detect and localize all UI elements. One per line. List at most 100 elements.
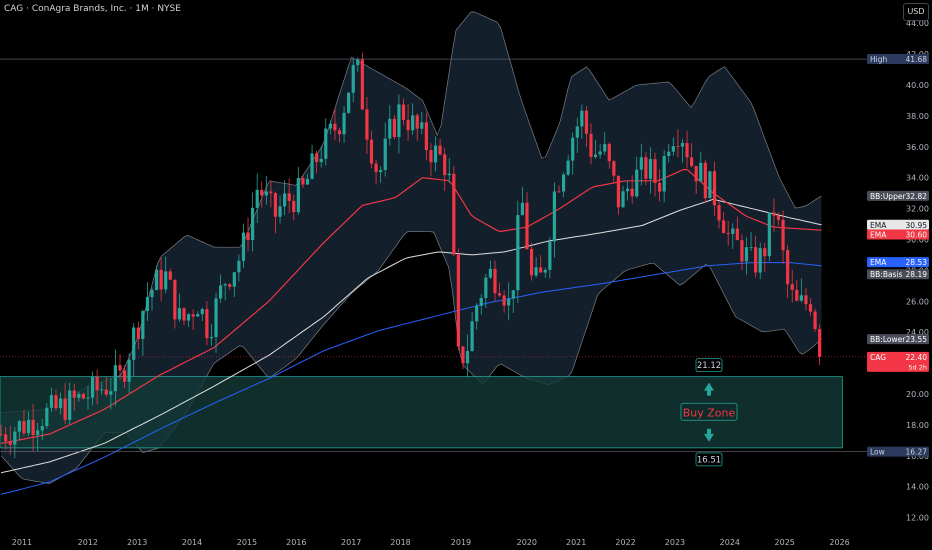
candle-body — [40, 426, 44, 431]
candle-body — [392, 118, 396, 138]
candle-body — [122, 370, 127, 382]
candle-body — [497, 293, 502, 296]
arrow-down-icon — [704, 428, 714, 442]
x-tick-label: 2019 — [451, 538, 471, 547]
buy-zone-top-box — [695, 358, 723, 373]
y-tick-label: 30.00 — [906, 235, 929, 244]
candle-body — [511, 290, 515, 299]
candle-body — [95, 376, 99, 391]
x-tick-label: 2021 — [566, 538, 586, 547]
candle-body — [328, 123, 332, 129]
candle-body — [383, 138, 387, 171]
price-labels: High 41.68 BB:Upper 32.82 EMA 30.95 EMA 30.60 EM… — [867, 54, 929, 457]
candle-body — [475, 305, 479, 322]
candle-body — [388, 118, 392, 139]
candle-body — [337, 130, 342, 135]
candle-body — [360, 59, 364, 110]
candle-body — [411, 115, 415, 131]
candle-body — [150, 289, 154, 298]
candle-body — [177, 308, 182, 320]
price-label-value: 30.60 — [906, 231, 928, 240]
x-tick-label: 2025 — [775, 538, 795, 547]
candle-body — [196, 314, 200, 317]
candle-body — [438, 145, 442, 155]
candle-body — [690, 157, 694, 166]
candle-body — [589, 133, 593, 158]
y-tick-label: 34.00 — [906, 174, 929, 183]
candle-body — [424, 122, 428, 151]
candle-body — [667, 151, 671, 156]
candle-body — [529, 248, 534, 276]
candle-body — [415, 115, 419, 129]
buy-zone: Buy Zone 21.12 16.51 — [0, 358, 843, 467]
candle-body — [182, 308, 186, 321]
candle-body — [310, 153, 314, 179]
candle-body — [584, 110, 589, 134]
candle-body — [708, 171, 712, 199]
candle-body — [109, 391, 113, 395]
candle-body — [808, 304, 813, 312]
candle-body — [433, 145, 438, 163]
candle-body — [648, 159, 653, 179]
candle-body — [671, 146, 675, 152]
candle-body — [397, 104, 401, 138]
price-label-box — [867, 219, 929, 230]
candle-body — [616, 175, 621, 208]
candle-body — [429, 150, 433, 163]
candle-body — [781, 219, 785, 251]
x-tick-label: 2026 — [829, 538, 849, 547]
ema-fast-line — [0, 168, 822, 444]
candle-body — [315, 153, 319, 163]
candle-body — [283, 193, 287, 207]
candle-body — [63, 398, 67, 420]
candle-body — [452, 173, 456, 255]
price-label-value: 32.82 — [906, 192, 928, 201]
arrow-up-icon — [704, 382, 714, 396]
candle-body — [374, 163, 378, 173]
candle-body — [154, 269, 159, 290]
candle-body — [502, 295, 506, 306]
x-tick-label: 2016 — [286, 538, 306, 547]
candle-body — [205, 309, 209, 339]
candle-body — [8, 440, 12, 445]
y-tick-label: 20.00 — [906, 390, 929, 399]
candle-body — [593, 154, 598, 158]
y-tick-label: 32.00 — [906, 205, 929, 214]
currency-button[interactable]: USD — [903, 3, 929, 21]
x-tick-label: 2017 — [341, 538, 361, 547]
candles — [0, 52, 822, 459]
candle-body — [45, 407, 49, 427]
candle-body — [520, 202, 525, 216]
x-tick-label: 2020 — [517, 538, 537, 547]
candle-body — [173, 279, 177, 320]
candle-body — [479, 298, 483, 306]
candle-body — [575, 126, 579, 138]
countdown-label: 5d 2h — [908, 363, 927, 371]
buy-zone-label-box — [680, 402, 738, 421]
candle-body — [296, 178, 300, 213]
candle-body — [246, 232, 250, 241]
candle-body — [273, 193, 278, 217]
candle-body — [136, 327, 140, 340]
candle-body — [456, 254, 460, 347]
price-label-box — [867, 269, 929, 280]
candle-body — [516, 215, 520, 291]
candle-body — [81, 393, 86, 399]
price-label-name: EMA — [870, 231, 887, 240]
candle-body — [507, 298, 511, 306]
bollinger-fill — [1, 11, 822, 484]
candle-body — [159, 269, 163, 290]
candle-body — [186, 314, 191, 321]
price-label-name: BB:Basis — [870, 270, 903, 279]
candle-body — [333, 123, 337, 131]
price-label-box — [867, 334, 929, 345]
candle-body — [90, 376, 95, 398]
candle-body — [680, 143, 685, 147]
candle-body — [621, 191, 625, 208]
candle-body — [539, 267, 543, 273]
x-tick-label: 2023 — [665, 538, 685, 547]
candle-body — [493, 268, 497, 294]
candle-body — [763, 248, 767, 257]
candle-body — [118, 365, 122, 371]
